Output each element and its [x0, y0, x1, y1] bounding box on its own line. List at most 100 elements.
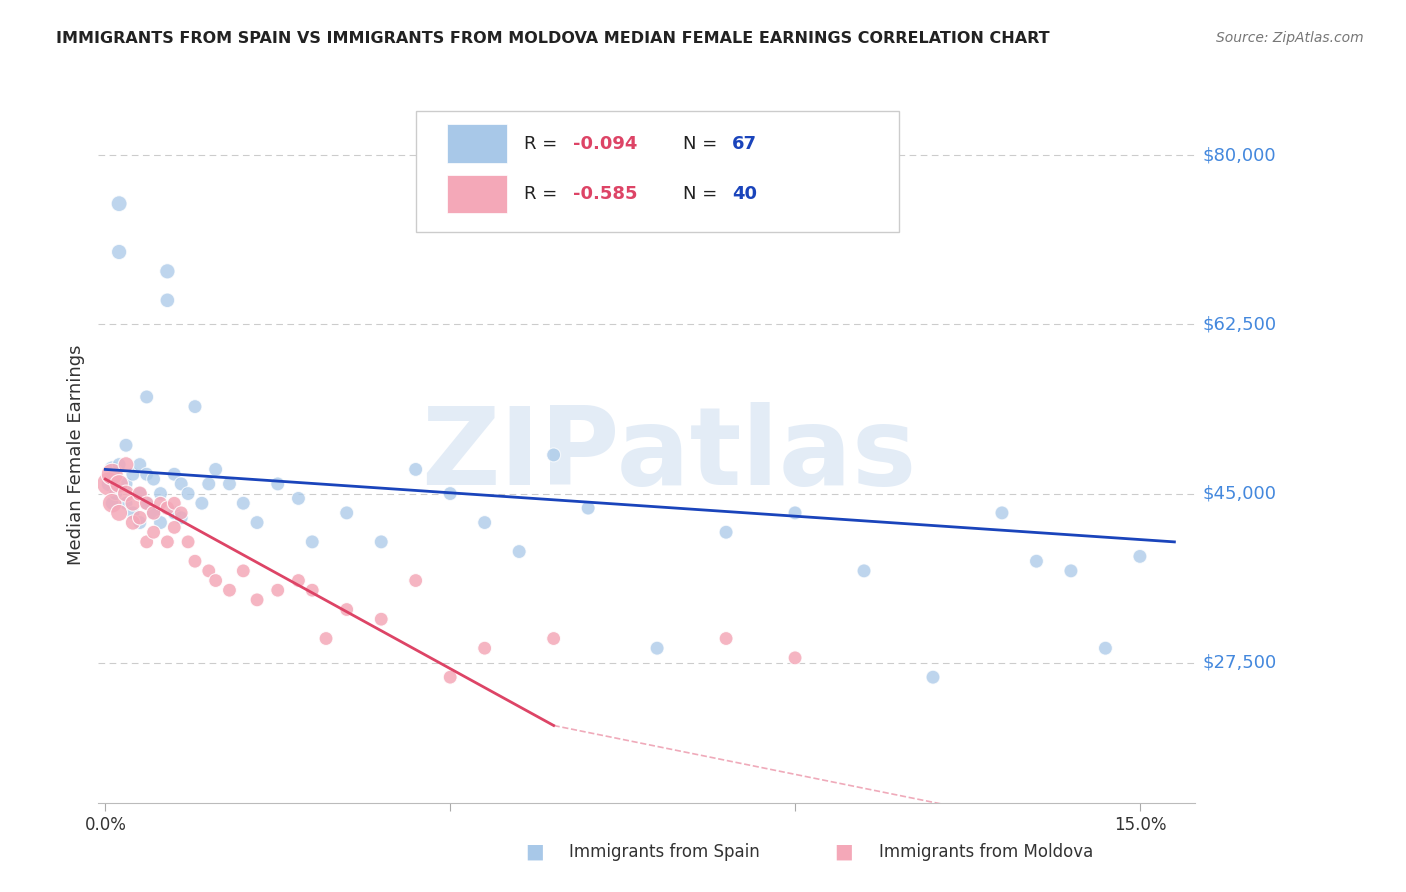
Point [115, 476, 138, 491]
Text: Immigrants from Moldova: Immigrants from Moldova [879, 843, 1092, 861]
Point [301, 535, 323, 549]
Point [405, 462, 427, 476]
Point [1094, 641, 1116, 656]
Point [156, 501, 179, 516]
Point [267, 476, 290, 491]
Point [1129, 549, 1152, 564]
Point [163, 506, 186, 520]
Point [108, 476, 131, 491]
Point [184, 400, 207, 414]
Point [170, 476, 193, 491]
Text: 67: 67 [733, 135, 758, 153]
Text: ▪: ▪ [524, 838, 544, 866]
Point [246, 592, 269, 607]
Point [142, 506, 165, 520]
Point [336, 602, 359, 616]
Point [163, 520, 186, 534]
Point [184, 554, 207, 568]
Point [128, 458, 150, 472]
Point [336, 506, 359, 520]
Text: N =: N = [683, 185, 723, 202]
Text: N =: N = [683, 135, 723, 153]
Point [714, 632, 737, 646]
Point [287, 574, 309, 588]
Text: -0.094: -0.094 [574, 135, 638, 153]
Point [204, 574, 226, 588]
Point [218, 583, 240, 598]
Point [232, 564, 254, 578]
Text: -0.585: -0.585 [574, 185, 638, 202]
Point [149, 486, 172, 500]
Point [122, 506, 145, 520]
Point [142, 506, 165, 520]
Point [108, 506, 131, 520]
Point [177, 535, 200, 549]
Point [267, 583, 290, 598]
Y-axis label: Median Female Earnings: Median Female Earnings [66, 344, 84, 566]
Point [101, 467, 124, 482]
Point [97, 476, 120, 491]
Point [922, 670, 945, 684]
Point [156, 264, 179, 278]
Point [149, 496, 172, 510]
Text: $62,500: $62,500 [1202, 316, 1277, 334]
Point [783, 506, 806, 520]
Point [197, 564, 219, 578]
Text: Immigrants from Spain: Immigrants from Spain [569, 843, 761, 861]
Point [474, 516, 496, 530]
Point [1025, 554, 1047, 568]
Point [108, 196, 131, 211]
FancyBboxPatch shape [447, 124, 508, 162]
Point [115, 486, 138, 500]
Point [991, 506, 1014, 520]
Point [508, 544, 530, 558]
Point [405, 574, 427, 588]
Point [108, 244, 131, 259]
Point [156, 293, 179, 308]
Point [576, 501, 599, 516]
Point [142, 472, 165, 486]
Point [108, 458, 131, 472]
Text: IMMIGRANTS FROM SPAIN VS IMMIGRANTS FROM MOLDOVA MEDIAN FEMALE EARNINGS CORRELAT: IMMIGRANTS FROM SPAIN VS IMMIGRANTS FROM… [56, 31, 1050, 46]
Point [128, 486, 150, 500]
Point [439, 486, 461, 500]
Point [122, 516, 145, 530]
Point [135, 496, 157, 510]
Text: R =: R = [524, 135, 562, 153]
Point [370, 535, 392, 549]
Point [101, 496, 124, 510]
Text: R =: R = [524, 185, 562, 202]
Point [191, 496, 214, 510]
Point [128, 510, 150, 524]
Point [122, 496, 145, 510]
Point [115, 438, 138, 452]
Point [135, 390, 157, 404]
Point [115, 458, 138, 472]
Point [135, 535, 157, 549]
Point [246, 516, 269, 530]
Point [128, 516, 150, 530]
Point [1060, 564, 1083, 578]
Point [204, 462, 226, 476]
Text: $27,500: $27,500 [1202, 654, 1277, 672]
Point [714, 525, 737, 540]
Point [122, 467, 145, 482]
Point [163, 467, 186, 482]
Point [177, 486, 200, 500]
Point [115, 496, 138, 510]
Point [853, 564, 876, 578]
Point [474, 641, 496, 656]
Point [232, 496, 254, 510]
Point [370, 612, 392, 626]
Point [135, 496, 157, 510]
Text: ▪: ▪ [834, 838, 853, 866]
Point [135, 467, 157, 482]
Text: 40: 40 [733, 185, 758, 202]
Point [97, 476, 120, 491]
Point [142, 525, 165, 540]
Point [170, 506, 193, 520]
Point [128, 486, 150, 500]
Point [101, 462, 124, 476]
Point [101, 496, 124, 510]
Point [301, 583, 323, 598]
